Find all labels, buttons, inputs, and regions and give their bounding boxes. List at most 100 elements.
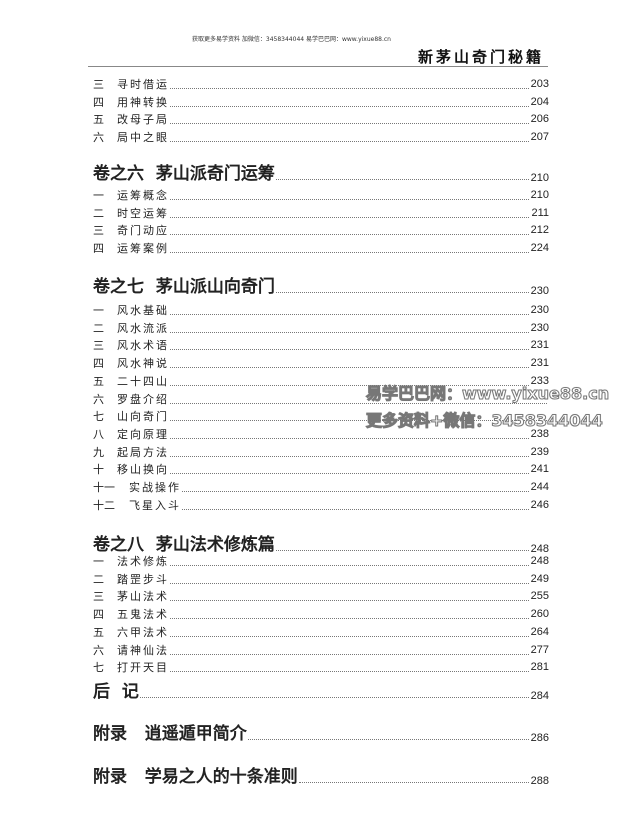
page-number: 284 xyxy=(530,690,549,702)
page-number: 255 xyxy=(530,590,549,603)
dot-leader xyxy=(170,635,529,637)
page-number: 281 xyxy=(530,661,549,674)
dot-leader xyxy=(170,234,529,236)
section-heading[interactable]: 卷之八 茅山法术修炼篇 248 xyxy=(93,533,549,555)
page-number: 230 xyxy=(530,321,549,334)
entry-number: 一 xyxy=(93,304,104,317)
toc-entry[interactable]: 五改母子局 206 xyxy=(93,112,549,127)
page-number: 230 xyxy=(530,285,549,297)
entry-number: 三 xyxy=(93,78,104,91)
entry-number: 九 xyxy=(93,445,104,459)
section-heading[interactable]: 卷之六 茅山派奇门运筹 210 xyxy=(93,162,549,184)
entry-label: 运筹概念 xyxy=(117,189,169,202)
toc-entry[interactable]: 十二 飞星入斗 246 xyxy=(93,498,549,513)
toc-entry[interactable]: 三茅山法术 255 xyxy=(93,589,549,604)
toc-entry[interactable]: 十一 实战操作 244 xyxy=(93,480,549,495)
toc-entry[interactable]: 三寻时借运 203 xyxy=(93,77,549,92)
page-number: 212 xyxy=(530,224,549,237)
toc-entry[interactable]: 三奇门动应 212 xyxy=(93,223,549,238)
toc-entry[interactable]: 一法术修炼 248 xyxy=(93,554,549,569)
section-title: 卷之七 茅山派山向奇门 xyxy=(93,277,275,297)
toc-entry[interactable]: 六罗盘介绍 xyxy=(93,392,549,407)
entry-number: 五 xyxy=(93,113,104,127)
page-number: 224 xyxy=(530,242,549,255)
toc-entry[interactable]: 五六甲法术 264 xyxy=(93,625,549,640)
page-number: 249 xyxy=(530,572,549,585)
section-title: 后 记 xyxy=(93,682,139,702)
entry-number: 七 xyxy=(93,661,104,675)
entry-number: 十 xyxy=(93,463,104,477)
entry-number: 一 xyxy=(93,189,104,202)
appendix-heading[interactable]: 附录 逍遥遁甲简介 286 xyxy=(93,722,549,744)
entry-label: 风水神说 xyxy=(117,357,169,371)
page-number: 233 xyxy=(530,374,549,387)
toc-entry[interactable]: 一运筹概念 210 xyxy=(93,188,549,203)
dot-leader xyxy=(170,653,529,655)
entry-number: 十一 xyxy=(93,481,115,494)
toc-entry[interactable]: 十移山换向 241 xyxy=(93,462,549,477)
toc-entry[interactable]: 九起局方法 239 xyxy=(93,445,549,460)
dot-leader xyxy=(170,123,529,125)
entry-number: 五 xyxy=(93,374,104,388)
dot-leader xyxy=(170,199,529,200)
dot-leader xyxy=(139,697,529,698)
entry-label: 茅山法术 xyxy=(117,590,169,604)
toc-entry[interactable]: 二时空运筹 211 xyxy=(93,206,549,221)
toc-entry[interactable]: 一风水基础 230 xyxy=(93,303,549,318)
entry-number: 六 xyxy=(93,643,104,657)
section-title: 卷之六 茅山派奇门运筹 xyxy=(93,164,275,184)
entry-label: 定向原理 xyxy=(117,427,169,441)
entry-number: 四 xyxy=(93,357,104,371)
toc-entry[interactable]: 六请神仙法 277 xyxy=(93,643,549,658)
dot-leader xyxy=(170,105,529,107)
entry-number: 四 xyxy=(93,95,104,109)
toc-entry[interactable]: 八定向原理 238 xyxy=(93,427,549,442)
toc-entry[interactable]: 七山向奇门 xyxy=(93,409,549,424)
watermark-line-1: 易学巴巴网：www.yixue88.cn xyxy=(365,384,610,404)
toc-entry[interactable]: 五二十四山 233 xyxy=(93,374,549,389)
dot-leader xyxy=(170,565,529,566)
section-heading[interactable]: 卷之七 茅山派山向奇门 230 xyxy=(93,275,549,297)
entry-number: 二 xyxy=(93,321,104,335)
dot-leader xyxy=(170,582,529,584)
toc-entry[interactable]: 四用神转换 204 xyxy=(93,95,549,110)
dot-leader xyxy=(170,437,529,439)
toc-entry[interactable]: 二踏罡步斗 249 xyxy=(93,572,549,587)
entry-number: 二 xyxy=(93,572,104,586)
section-title: 卷之八 茅山法术修炼篇 xyxy=(93,535,275,555)
entry-label: 踏罡步斗 xyxy=(117,572,169,586)
dot-leader xyxy=(170,473,529,475)
entry-label: 罗盘介绍 xyxy=(117,392,169,406)
page-number: 206 xyxy=(530,113,549,126)
entry-label: 实战操作 xyxy=(129,481,181,494)
toc-entry[interactable]: 六局中之眼 207 xyxy=(93,130,549,145)
section-title: 附录 逍遥遁甲简介 xyxy=(93,724,247,744)
entry-label: 飞星入斗 xyxy=(129,498,181,512)
page-number: 248 xyxy=(530,555,549,567)
toc-entry[interactable]: 七打开天目 281 xyxy=(93,660,549,675)
toc-entry[interactable]: 四五鬼法术 260 xyxy=(93,607,549,622)
header-rule xyxy=(88,66,548,67)
dot-leader xyxy=(170,618,529,620)
toc-entry[interactable]: 三风水术语 231 xyxy=(93,338,549,353)
entry-label: 奇门动应 xyxy=(117,224,169,238)
toc-entry[interactable]: 二风水流派 230 xyxy=(93,321,549,336)
dot-leader xyxy=(247,739,529,740)
header-title: 新茅山奇门秘籍 xyxy=(417,48,544,66)
entry-number: 四 xyxy=(93,242,104,256)
toc-entry[interactable]: 四风水神说 231 xyxy=(93,356,549,371)
page-number: 277 xyxy=(530,643,549,656)
appendix-heading[interactable]: 后 记 284 xyxy=(93,680,549,702)
toc-entry[interactable]: 四运筹案例 224 xyxy=(93,241,549,256)
entry-label: 时空运筹 xyxy=(117,206,169,220)
dot-leader xyxy=(170,252,529,254)
appendix-heading[interactable]: 附录 学易之人的十条准则 288 xyxy=(93,765,549,787)
page-number: 241 xyxy=(530,463,549,476)
dot-leader xyxy=(170,420,547,422)
dot-leader xyxy=(170,314,529,315)
page-number: 246 xyxy=(530,498,549,511)
page-number: 288 xyxy=(530,775,549,787)
page-number: 248 xyxy=(530,543,549,555)
dot-leader xyxy=(170,600,529,602)
page-number: 239 xyxy=(530,445,549,458)
